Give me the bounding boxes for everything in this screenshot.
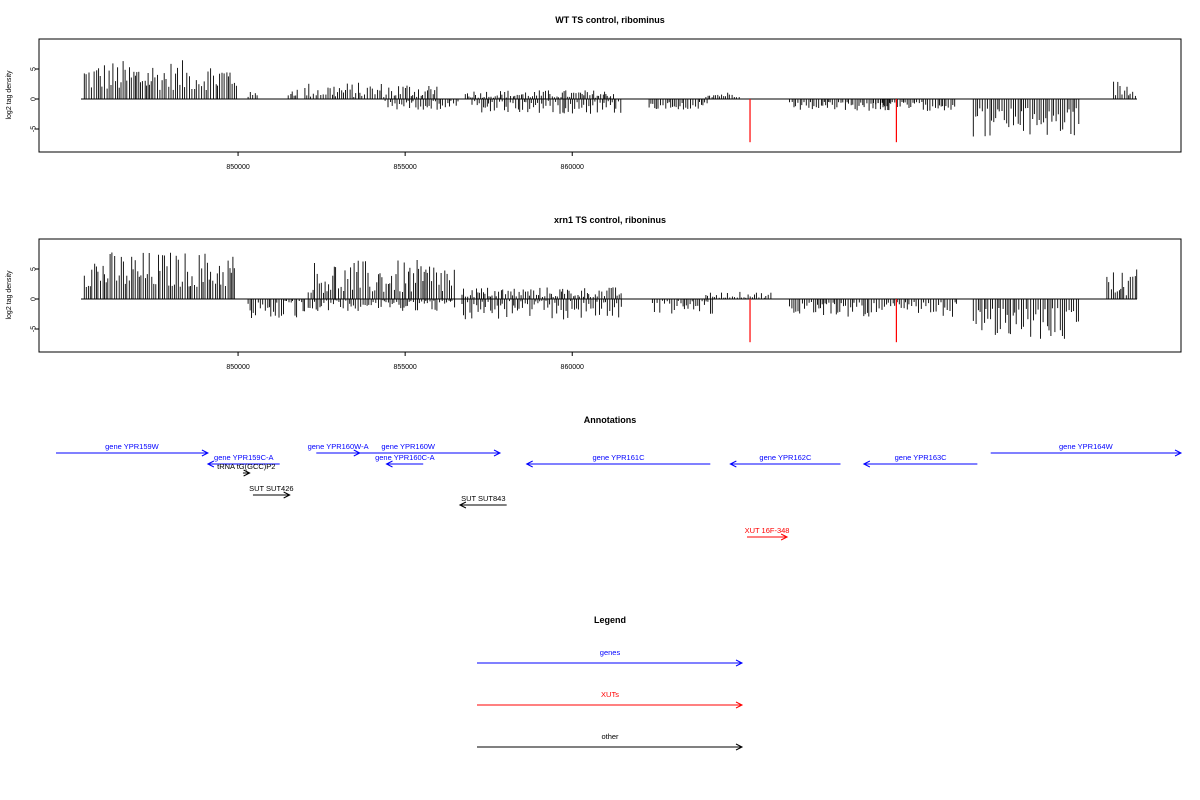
arrowhead xyxy=(1174,449,1183,457)
feature-label: SUT SUT426 xyxy=(249,484,293,493)
annotation-feature: XUT 16F-348 xyxy=(745,526,790,541)
wt-track-panel: WT TS control, ribominus log2 tag densit… xyxy=(6,15,1182,171)
feature-label: gene YPR160W-A xyxy=(308,442,369,451)
feature-label: gene YPR161C xyxy=(593,453,646,462)
arrowhead xyxy=(780,533,789,541)
arrowhead xyxy=(525,460,533,468)
feature-label: gene YPR160C-A xyxy=(375,453,434,462)
arrowhead xyxy=(729,460,737,468)
legend-title: Legend xyxy=(594,615,626,625)
feature-label: gene YPR159W xyxy=(105,442,160,451)
legend-item: XUTs xyxy=(477,690,744,709)
feature-label: gene YPR164W xyxy=(1059,442,1114,451)
wt-y-axis-label: log2 tag density xyxy=(6,70,13,120)
annotation-feature: gene YPR159W xyxy=(56,442,210,457)
wt-plot-frame xyxy=(38,38,1182,153)
y-tick-label: -5 xyxy=(31,326,38,332)
annotation-feature: gene YPR164W xyxy=(990,442,1183,457)
annotation-feature: gene YPR162C xyxy=(729,453,841,468)
feature-label: XUT 16F-348 xyxy=(745,526,790,535)
annotation-feature: tRNA tG(GCC)P2 xyxy=(217,462,275,477)
x-tick-label: 855000 xyxy=(393,364,416,371)
annotation-feature: gene YPR160W-A xyxy=(308,442,369,457)
annotation-feature: gene YPR160C-A xyxy=(375,453,435,468)
wt-track-title: WT TS control, ribominus xyxy=(555,15,665,25)
wt-axes: -5 0 5 850000 855000 860000 xyxy=(31,67,585,171)
x-tick-label: 855000 xyxy=(393,164,416,171)
arrowhead xyxy=(493,449,502,457)
legend-label: other xyxy=(601,732,619,741)
y-tick-label: 0 xyxy=(31,297,38,301)
arrowhead xyxy=(206,460,215,468)
arrowhead xyxy=(458,501,467,509)
legend-item: genes xyxy=(477,648,744,667)
arrowhead xyxy=(201,449,210,457)
annotations-title: Annotations xyxy=(584,415,637,425)
xrn1-track-panel: xrn1 TS control, riboninus log2 tag dens… xyxy=(6,215,1182,371)
y-tick-label: 0 xyxy=(31,97,38,101)
annotation-feature: gene YPR160W xyxy=(316,442,502,457)
xrn1-plot-frame xyxy=(38,238,1182,353)
xrn1-track-title: xrn1 TS control, riboninus xyxy=(554,215,666,225)
arrowhead xyxy=(385,460,393,468)
annotation-feature: gene YPR159C-A xyxy=(206,453,280,468)
legend-panel: Legend genes XUTs other xyxy=(477,615,744,751)
annotation-feature: gene YPR163C xyxy=(862,453,978,468)
annotation-feature: SUT SUT843 xyxy=(458,494,507,509)
arrowhead xyxy=(735,743,744,751)
wt-bars xyxy=(81,60,1137,143)
legend-item: other xyxy=(477,732,744,751)
feature-label: tRNA tG(GCC)P2 xyxy=(217,462,275,471)
feature-label: gene YPR160W xyxy=(381,442,436,451)
x-tick-label: 850000 xyxy=(226,364,249,371)
arrowhead xyxy=(862,460,871,468)
annotation-feature: SUT SUT426 xyxy=(249,484,294,499)
legend-label: genes xyxy=(600,648,621,657)
x-tick-label: 860000 xyxy=(561,164,584,171)
feature-label: gene YPR163C xyxy=(895,453,948,462)
arrowhead xyxy=(735,659,744,667)
y-tick-label: -5 xyxy=(31,126,38,132)
xrn1-bars xyxy=(81,252,1138,343)
arrowhead xyxy=(735,701,744,709)
arrowhead xyxy=(243,469,251,477)
annotation-feature: gene YPR161C xyxy=(525,453,711,468)
x-tick-label: 860000 xyxy=(561,364,584,371)
feature-label: gene YPR162C xyxy=(759,453,812,462)
xrn1-y-axis-label: log2 tag density xyxy=(6,270,13,320)
xrn1-axes: -5 0 5 850000 855000 860000 xyxy=(31,267,585,371)
annotations-panel: Annotations gene YPR159W gene YPR159C-AtR… xyxy=(56,415,1183,541)
y-tick-label: 5 xyxy=(31,267,38,271)
feature-label: SUT SUT843 xyxy=(461,494,505,503)
arrowhead xyxy=(283,491,291,499)
feature-label: gene YPR159C-A xyxy=(214,453,273,462)
y-tick-label: 5 xyxy=(31,67,38,71)
legend-items: genes XUTs other xyxy=(477,648,744,751)
x-tick-label: 850000 xyxy=(226,164,249,171)
legend-label: XUTs xyxy=(601,690,619,699)
